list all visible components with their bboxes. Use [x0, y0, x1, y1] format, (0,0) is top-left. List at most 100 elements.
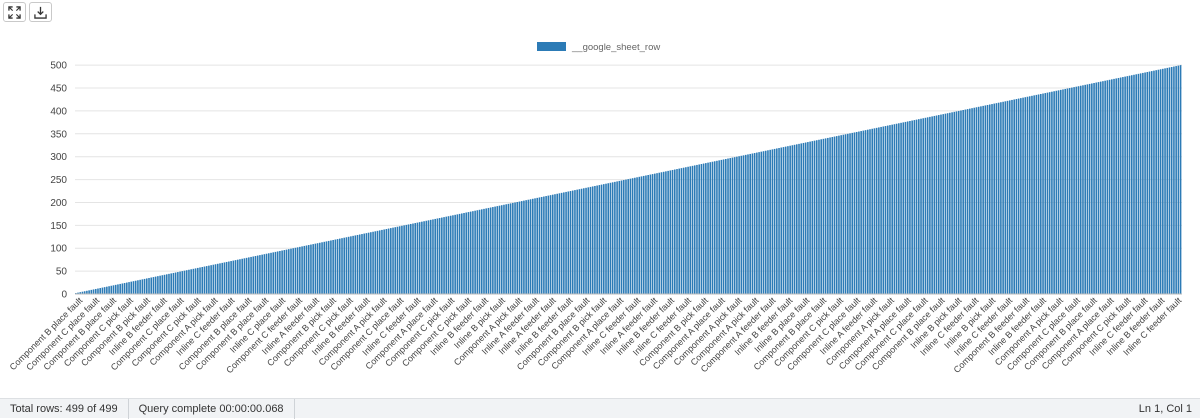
bar[interactable]: [145, 278, 148, 294]
bar[interactable]: [969, 108, 971, 294]
bar[interactable]: [563, 192, 565, 294]
bar[interactable]: [654, 173, 656, 294]
bar[interactable]: [332, 239, 334, 294]
bar[interactable]: [365, 233, 368, 294]
bar[interactable]: [918, 119, 920, 294]
bar[interactable]: [729, 158, 732, 294]
bar[interactable]: [259, 255, 261, 294]
bar[interactable]: [940, 114, 942, 294]
bar[interactable]: [1066, 88, 1069, 295]
bar[interactable]: [946, 113, 949, 295]
bar[interactable]: [995, 103, 998, 294]
bar[interactable]: [463, 212, 465, 294]
bar[interactable]: [742, 155, 745, 294]
bar[interactable]: [203, 266, 206, 294]
bar[interactable]: [651, 174, 654, 294]
bar[interactable]: [101, 287, 104, 294]
bar[interactable]: [1119, 77, 1122, 294]
bar[interactable]: [895, 123, 898, 295]
bar[interactable]: [594, 185, 596, 294]
bar[interactable]: [347, 236, 350, 294]
bar[interactable]: [1024, 97, 1027, 294]
bar[interactable]: [106, 286, 108, 294]
bar[interactable]: [667, 170, 669, 294]
bar[interactable]: [873, 128, 876, 294]
bar[interactable]: [884, 126, 887, 294]
bar[interactable]: [223, 262, 226, 294]
bar[interactable]: [915, 119, 918, 295]
bar[interactable]: [1022, 97, 1024, 295]
bar[interactable]: [578, 189, 581, 294]
bar[interactable]: [660, 172, 663, 294]
bar[interactable]: [123, 283, 126, 294]
bar[interactable]: [159, 275, 161, 294]
bar[interactable]: [543, 196, 545, 294]
bar[interactable]: [512, 202, 514, 294]
bar[interactable]: [148, 277, 150, 294]
bar[interactable]: [986, 104, 989, 294]
bar[interactable]: [984, 105, 987, 295]
bar[interactable]: [201, 267, 204, 294]
bar[interactable]: [287, 249, 290, 294]
bar[interactable]: [154, 276, 157, 294]
bar[interactable]: [174, 272, 177, 294]
bar[interactable]: [685, 167, 687, 294]
bar[interactable]: [534, 198, 536, 294]
bar[interactable]: [1102, 81, 1104, 294]
bar[interactable]: [556, 193, 558, 294]
bar[interactable]: [1028, 96, 1031, 294]
bar[interactable]: [467, 212, 470, 294]
bar[interactable]: [886, 125, 889, 294]
bar[interactable]: [1082, 85, 1084, 294]
bar[interactable]: [977, 106, 980, 294]
bar[interactable]: [99, 288, 101, 294]
bar[interactable]: [423, 221, 425, 294]
bar[interactable]: [722, 159, 725, 294]
bar[interactable]: [283, 250, 286, 294]
bar[interactable]: [374, 231, 377, 294]
bar[interactable]: [296, 247, 299, 294]
bar[interactable]: [500, 205, 503, 294]
bar[interactable]: [507, 203, 510, 294]
bar[interactable]: [345, 237, 348, 294]
bar[interactable]: [957, 110, 960, 294]
bar[interactable]: [128, 282, 130, 294]
bar[interactable]: [764, 150, 767, 294]
bar[interactable]: [236, 259, 239, 294]
bar[interactable]: [523, 200, 525, 294]
bar[interactable]: [385, 229, 388, 294]
bar[interactable]: [693, 165, 696, 294]
bar[interactable]: [1144, 72, 1146, 294]
bar[interactable]: [92, 289, 95, 294]
bar[interactable]: [489, 207, 492, 295]
bar[interactable]: [1124, 76, 1126, 294]
bar[interactable]: [720, 159, 723, 294]
bar[interactable]: [673, 169, 676, 294]
bar[interactable]: [179, 271, 181, 294]
bar[interactable]: [1168, 67, 1171, 294]
expand-button[interactable]: [3, 2, 26, 22]
bar[interactable]: [458, 213, 461, 294]
bar[interactable]: [625, 179, 627, 294]
bar[interactable]: [480, 209, 483, 294]
bar[interactable]: [926, 117, 929, 294]
bar[interactable]: [301, 246, 303, 294]
bar[interactable]: [1173, 66, 1175, 294]
bar[interactable]: [554, 194, 556, 294]
bar[interactable]: [1064, 88, 1067, 294]
bar[interactable]: [966, 109, 969, 294]
bar[interactable]: [1150, 71, 1153, 294]
bar[interactable]: [773, 148, 776, 294]
bar[interactable]: [713, 161, 716, 294]
bar[interactable]: [1040, 93, 1042, 295]
bar[interactable]: [1117, 77, 1120, 294]
bar[interactable]: [866, 129, 869, 294]
bar[interactable]: [933, 115, 936, 295]
bar[interactable]: [119, 283, 121, 294]
bar[interactable]: [778, 148, 780, 294]
bar[interactable]: [749, 153, 751, 294]
bar[interactable]: [367, 232, 370, 294]
bar[interactable]: [185, 270, 188, 294]
bar[interactable]: [1091, 83, 1093, 295]
bar[interactable]: [319, 242, 321, 294]
